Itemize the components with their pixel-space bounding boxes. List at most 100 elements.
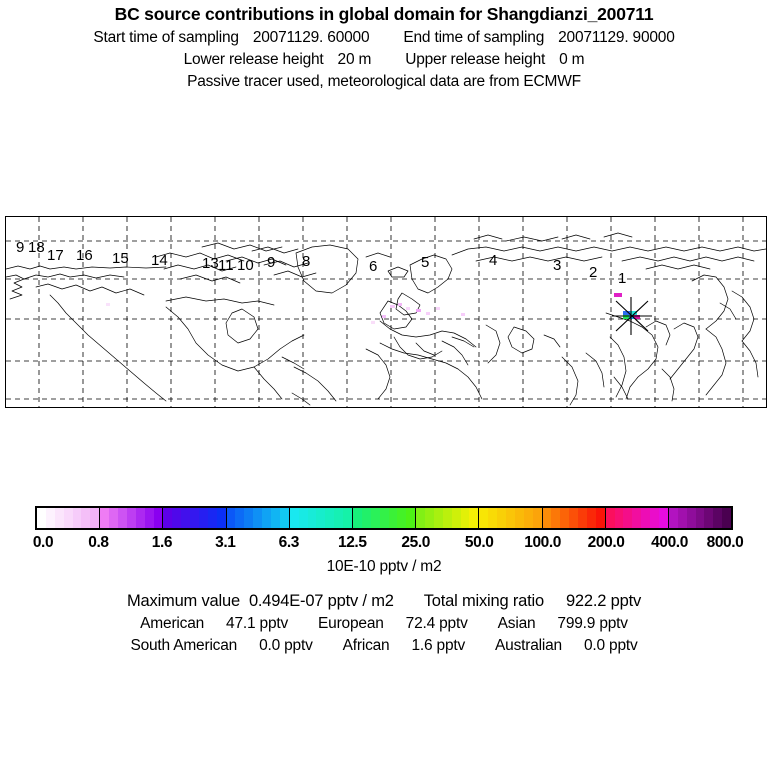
- colorbar-step: [235, 508, 245, 528]
- region-label-african: African: [342, 637, 390, 654]
- colorbar-tick-label: 1.6: [151, 534, 173, 551]
- total-mixing-ratio-value: 922.2 pptv: [565, 592, 641, 610]
- region-label-american: American: [140, 615, 205, 632]
- maximum-value: 0.494E-07 pptv / m2: [248, 592, 394, 610]
- colorbar-step: [37, 508, 46, 528]
- trajectory-day-label: 5: [421, 254, 429, 271]
- colorbar-step: [126, 508, 136, 528]
- colorbar-step: [722, 508, 732, 528]
- region-label-asian: Asian: [497, 615, 536, 632]
- trajectory-day-label: 4: [489, 252, 497, 269]
- colorbar-tick-label: 800.0: [706, 534, 744, 551]
- colorbar-step: [117, 508, 127, 528]
- map-gridlines: [6, 217, 766, 407]
- colorbar-step: [90, 508, 100, 528]
- colorbar-step: [379, 508, 389, 528]
- colorbar-step: [586, 508, 596, 528]
- colorbar-step: [650, 508, 660, 528]
- colorbar-step: [253, 508, 263, 528]
- start-time-label: Start time of sampling: [93, 29, 239, 46]
- colorbar-step: [289, 508, 299, 528]
- colorbar-step: [370, 508, 380, 528]
- trajectory-day-label: 16: [76, 247, 93, 264]
- colorbar-tick-label: 200.0: [587, 534, 625, 551]
- colorbar-step: [442, 508, 452, 528]
- colorbar-step: [361, 508, 371, 528]
- region-label-south-american: South American: [130, 637, 238, 654]
- colorbar-step: [505, 508, 515, 528]
- colorbar-scale: [35, 506, 733, 530]
- colorbar-step: [416, 508, 426, 528]
- colorbar-step: [135, 508, 145, 528]
- page-title: BC source contributions in global domain…: [114, 4, 654, 24]
- colorbar-step: [262, 508, 272, 528]
- colorbar-segment: [163, 508, 227, 528]
- colorbar-step: [469, 508, 479, 528]
- colorbar-step: [713, 508, 723, 528]
- colorbar-step: [63, 508, 73, 528]
- colorbar-step: [542, 508, 552, 528]
- colorbar-step: [523, 508, 533, 528]
- trajectory-day-label: 10: [237, 257, 254, 274]
- trajectory-day-label: 6: [369, 258, 377, 275]
- colorbar-step: [163, 508, 173, 528]
- colorbar-tick-label: 400.0: [651, 534, 688, 551]
- colorbar-step: [271, 508, 280, 528]
- colorbar-step: [226, 508, 236, 528]
- end-time-value: 20071129. 90000: [558, 29, 675, 46]
- colorbar-step: [190, 508, 199, 528]
- colorbar-step: [72, 508, 82, 528]
- colorbar-segment: [416, 508, 480, 528]
- colorbar-step: [605, 508, 615, 528]
- trajectory-day-label: 8: [302, 253, 310, 270]
- colorbar-step: [497, 508, 506, 528]
- trajectory-day-label: 2: [589, 264, 597, 281]
- colorbar-step: [479, 508, 489, 528]
- region-value-asian: 799.9 pptv: [557, 615, 628, 632]
- colorbar-step: [45, 508, 55, 528]
- colorbar-step: [325, 508, 335, 528]
- total-mixing-ratio-label: Total mixing ratio: [423, 592, 544, 610]
- trajectory-day-labels: 9 18 17 16 15 14 13 11 10 9 8 6 5 4 3 2 1: [16, 239, 626, 287]
- colorbar-segment: [352, 508, 417, 528]
- colorbar-step: [397, 508, 407, 528]
- tracer-note: Passive tracer used, meteorological data…: [187, 73, 581, 90]
- colorbar-step: [488, 508, 498, 528]
- colorbar-tick-label: 12.5: [337, 534, 367, 551]
- colorbar-step: [451, 508, 461, 528]
- region-label-australian: Australian: [495, 637, 562, 654]
- colorbar-segment: [100, 508, 164, 528]
- colorbar-step: [641, 508, 651, 528]
- colorbar-step: [560, 508, 570, 528]
- colorbar-tick-label: 0.8: [88, 534, 109, 551]
- colorbar-step: [677, 508, 687, 528]
- colorbar-step: [388, 508, 398, 528]
- plume-pixels: [106, 303, 465, 324]
- trajectory-day-label: 13: [202, 255, 219, 272]
- colorbar-tick-label: 6.3: [278, 534, 300, 551]
- start-time-value: 20071129. 60000: [252, 29, 370, 46]
- colorbar-step: [632, 508, 642, 528]
- region-value-african: 1.6 pptv: [411, 637, 466, 654]
- colorbar-step: [298, 508, 308, 528]
- stat-row-summary: Maximum value 0.494E-07 pptv / m2 Total mi…: [0, 592, 768, 611]
- trajectory-day-label: 1: [618, 270, 626, 287]
- colorbar-step: [433, 508, 443, 528]
- colorbar-step: [595, 508, 605, 528]
- colorbar-segment: [605, 508, 669, 528]
- trajectory-day-label: 18: [28, 239, 45, 256]
- statistics-block: Maximum value 0.494E-07 pptv / m2 Total mi…: [0, 592, 768, 659]
- upper-release-height-label: Upper release height: [405, 51, 546, 68]
- colorbar-step: [144, 508, 154, 528]
- colorbar-segment: [226, 508, 290, 528]
- map-canvas: 9 18 17 16 15 14 13 11 10 9 8 6 5 4 3 2 1: [6, 217, 766, 407]
- colorbar-step: [316, 508, 326, 528]
- colorbar-tick-label: 50.0: [464, 534, 494, 551]
- colorbar-step: [279, 508, 289, 528]
- colorbar-step: [307, 508, 317, 528]
- upper-release-height-value: 0 m: [559, 51, 585, 68]
- trajectory-day-label: 9: [267, 254, 275, 271]
- colorbar-segment: [37, 508, 101, 528]
- lower-release-height-value: 20 m: [337, 51, 372, 68]
- trajectory-day-label: 17: [47, 247, 64, 264]
